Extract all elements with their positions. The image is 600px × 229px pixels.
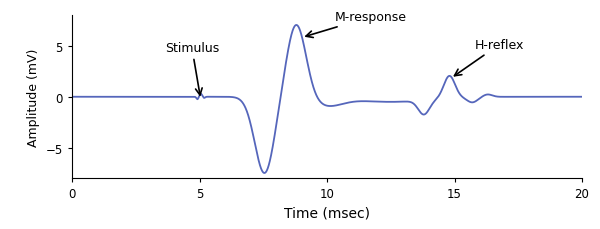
Text: Stimulus: Stimulus — [165, 42, 219, 96]
X-axis label: Time (msec): Time (msec) — [284, 206, 370, 220]
Text: H-reflex: H-reflex — [454, 39, 524, 76]
Text: M-response: M-response — [306, 11, 407, 38]
Y-axis label: Amplitude (mV): Amplitude (mV) — [27, 48, 40, 146]
